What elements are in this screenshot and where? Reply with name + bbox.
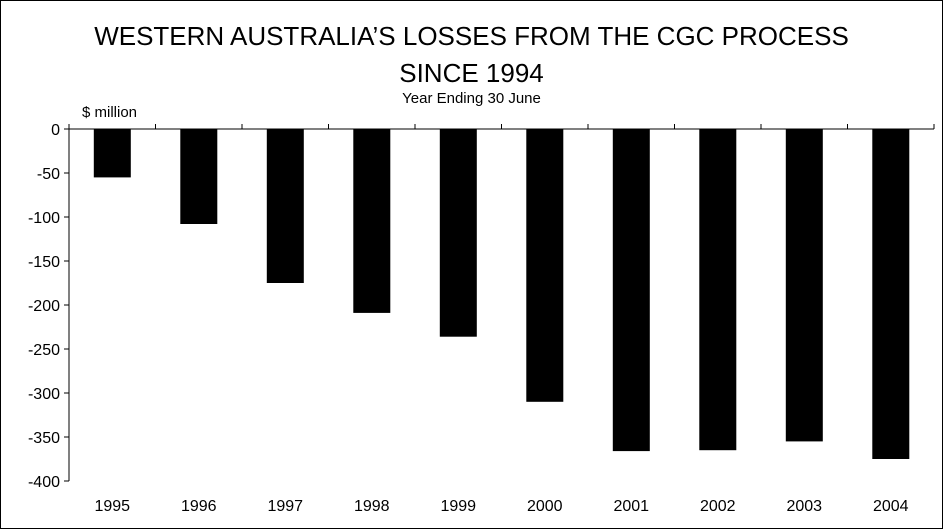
bar-2000 [526, 129, 564, 402]
x-tick-label: 1995 [94, 498, 130, 515]
x-tick-label: 1996 [181, 498, 217, 515]
bar-2003 [785, 129, 823, 442]
y-tick-label: -100 [28, 210, 60, 227]
y-tick-label: -300 [28, 386, 60, 403]
y-axis-unit-label: $ million [82, 104, 137, 121]
x-tick-label: 1998 [354, 498, 390, 515]
y-tick-label: -50 [37, 166, 60, 183]
bar-1999 [439, 129, 477, 337]
y-tick-label: 0 [51, 122, 60, 139]
bar-2004 [872, 129, 910, 459]
y-tick-label: -400 [28, 474, 60, 491]
bar-1995 [93, 129, 131, 178]
x-tick-label: 1997 [267, 498, 303, 515]
bar-1998 [353, 129, 391, 313]
x-ticks-group: 1995 1996 1997 1998 1999 2000 2001 2002 2003 2004 [94, 498, 908, 515]
x-tick-label: 2004 [873, 498, 909, 515]
y-ticks-group: 0 -50 -100 -150 -200 -250 -300 -350 -400 [28, 122, 69, 491]
chart-subtitle: Year Ending 30 June [402, 90, 541, 107]
x-tick-label: 1999 [440, 498, 476, 515]
y-tick-label: -150 [28, 254, 60, 271]
chart-title-line-2: SINCE 1994 [399, 58, 544, 88]
bar-2001 [612, 129, 650, 452]
bars-group [93, 129, 910, 459]
x-tick-label: 2001 [613, 498, 649, 515]
bar-1997 [266, 129, 304, 283]
x-tick-label: 2003 [786, 498, 822, 515]
x-tick-label: 2000 [527, 498, 563, 515]
y-tick-label: -250 [28, 342, 60, 359]
y-tick-label: -350 [28, 430, 60, 447]
bar-1996 [180, 129, 218, 224]
x-tick-label: 2002 [700, 498, 736, 515]
bar-2002 [699, 129, 737, 451]
chart-title-line-1: WESTERN AUSTRALIA’S LOSSES FROM THE CGC … [94, 21, 849, 51]
y-tick-label: -200 [28, 298, 60, 315]
